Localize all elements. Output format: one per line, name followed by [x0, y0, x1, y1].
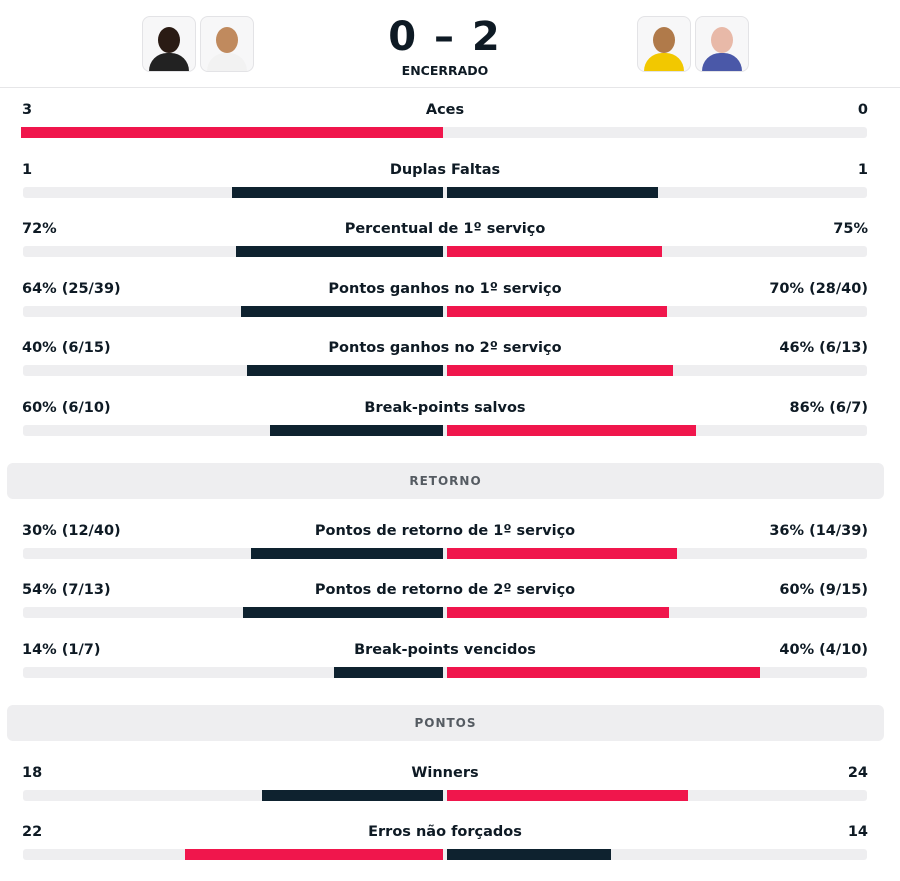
player-avatar: [695, 16, 749, 72]
home-value: 40% (6/15): [22, 340, 111, 356]
bar-track: [23, 305, 867, 317]
away-value: 75%: [833, 221, 868, 237]
stat-name: Percentual de 1º serviço: [344, 221, 546, 237]
section-header: PONTOS: [7, 705, 884, 741]
away-bar: [447, 365, 673, 376]
home-bar: [21, 127, 443, 138]
home-value: 64% (25/39): [22, 280, 121, 297]
home-bar: [333, 666, 443, 678]
bar-track: [23, 666, 867, 678]
home-bar: [246, 365, 443, 376]
away-bar: [447, 849, 612, 860]
player-avatar: [200, 16, 254, 72]
home-value: 54% (7/13): [22, 582, 111, 598]
stat-name: Pontos ganhos no 2º serviço: [328, 340, 562, 356]
stat-name: Duplas Faltas: [389, 161, 501, 178]
home-value: 30% (12/40): [22, 522, 121, 539]
away-value: 40% (4/10): [779, 641, 868, 658]
away-value: 70% (28/40): [769, 280, 868, 297]
away-bar: [447, 666, 760, 678]
away-score: 2: [471, 14, 502, 60]
bar-track: [23, 246, 867, 257]
stat-name: Winners: [411, 764, 479, 781]
away-value: 86% (6/7): [789, 399, 868, 416]
stat-name: Break-points salvos: [364, 399, 526, 416]
score: 0 – 2: [388, 14, 502, 60]
bar-track: [23, 607, 867, 618]
stat-name: Erros não forçados: [368, 824, 522, 840]
away-bar: [447, 547, 678, 559]
bar-track: [23, 127, 867, 138]
bar-track: [23, 365, 867, 376]
stat-name: Break-points vencidos: [354, 641, 536, 658]
away-value: 36% (14/39): [769, 522, 868, 539]
away-value: 14: [847, 824, 868, 840]
stat-name: Pontos de retorno de 2º serviço: [314, 582, 576, 598]
stat-name: Pontos ganhos no 1º serviço: [328, 280, 562, 297]
home-bar: [251, 547, 443, 559]
player-avatar: [142, 16, 196, 72]
home-score: 0: [388, 14, 419, 60]
away-bar: [447, 305, 668, 317]
match-status: ENCERRADO: [401, 63, 489, 78]
divider: [0, 87, 900, 88]
home-bar: [185, 849, 443, 860]
home-bar: [236, 246, 443, 257]
away-bar: [447, 186, 658, 198]
stat-name: Aces: [425, 102, 465, 118]
home-bar: [232, 186, 443, 198]
home-value: 18: [22, 764, 43, 781]
bar-track: [23, 424, 867, 436]
away-value: 46% (6/13): [779, 340, 868, 356]
player-avatar: [637, 16, 691, 72]
home-value: 72%: [22, 221, 57, 237]
away-value: 24: [847, 764, 868, 781]
home-bar: [241, 305, 443, 317]
away-value: 0: [857, 102, 868, 118]
home-bar: [262, 789, 443, 801]
home-bar: [269, 424, 443, 436]
home-value: 14% (1/7): [22, 641, 101, 658]
home-value: 3: [22, 102, 33, 118]
bar-track: [23, 186, 867, 198]
away-bar: [447, 789, 689, 801]
home-bar: [243, 607, 443, 618]
away-value: 1: [857, 161, 868, 178]
bar-track: [23, 547, 867, 559]
bar-track: [23, 849, 867, 860]
away-value: 60% (9/15): [779, 582, 868, 598]
away-bar: [447, 246, 663, 257]
away-bar: [447, 607, 670, 618]
away-bar: [447, 424, 696, 436]
home-value: 22: [22, 824, 43, 840]
home-value: 1: [22, 161, 33, 178]
bar-track: [23, 789, 867, 801]
stat-name: Pontos de retorno de 1º serviço: [314, 522, 576, 539]
home-value: 60% (6/10): [22, 399, 111, 416]
section-header: RETORNO: [7, 463, 884, 499]
